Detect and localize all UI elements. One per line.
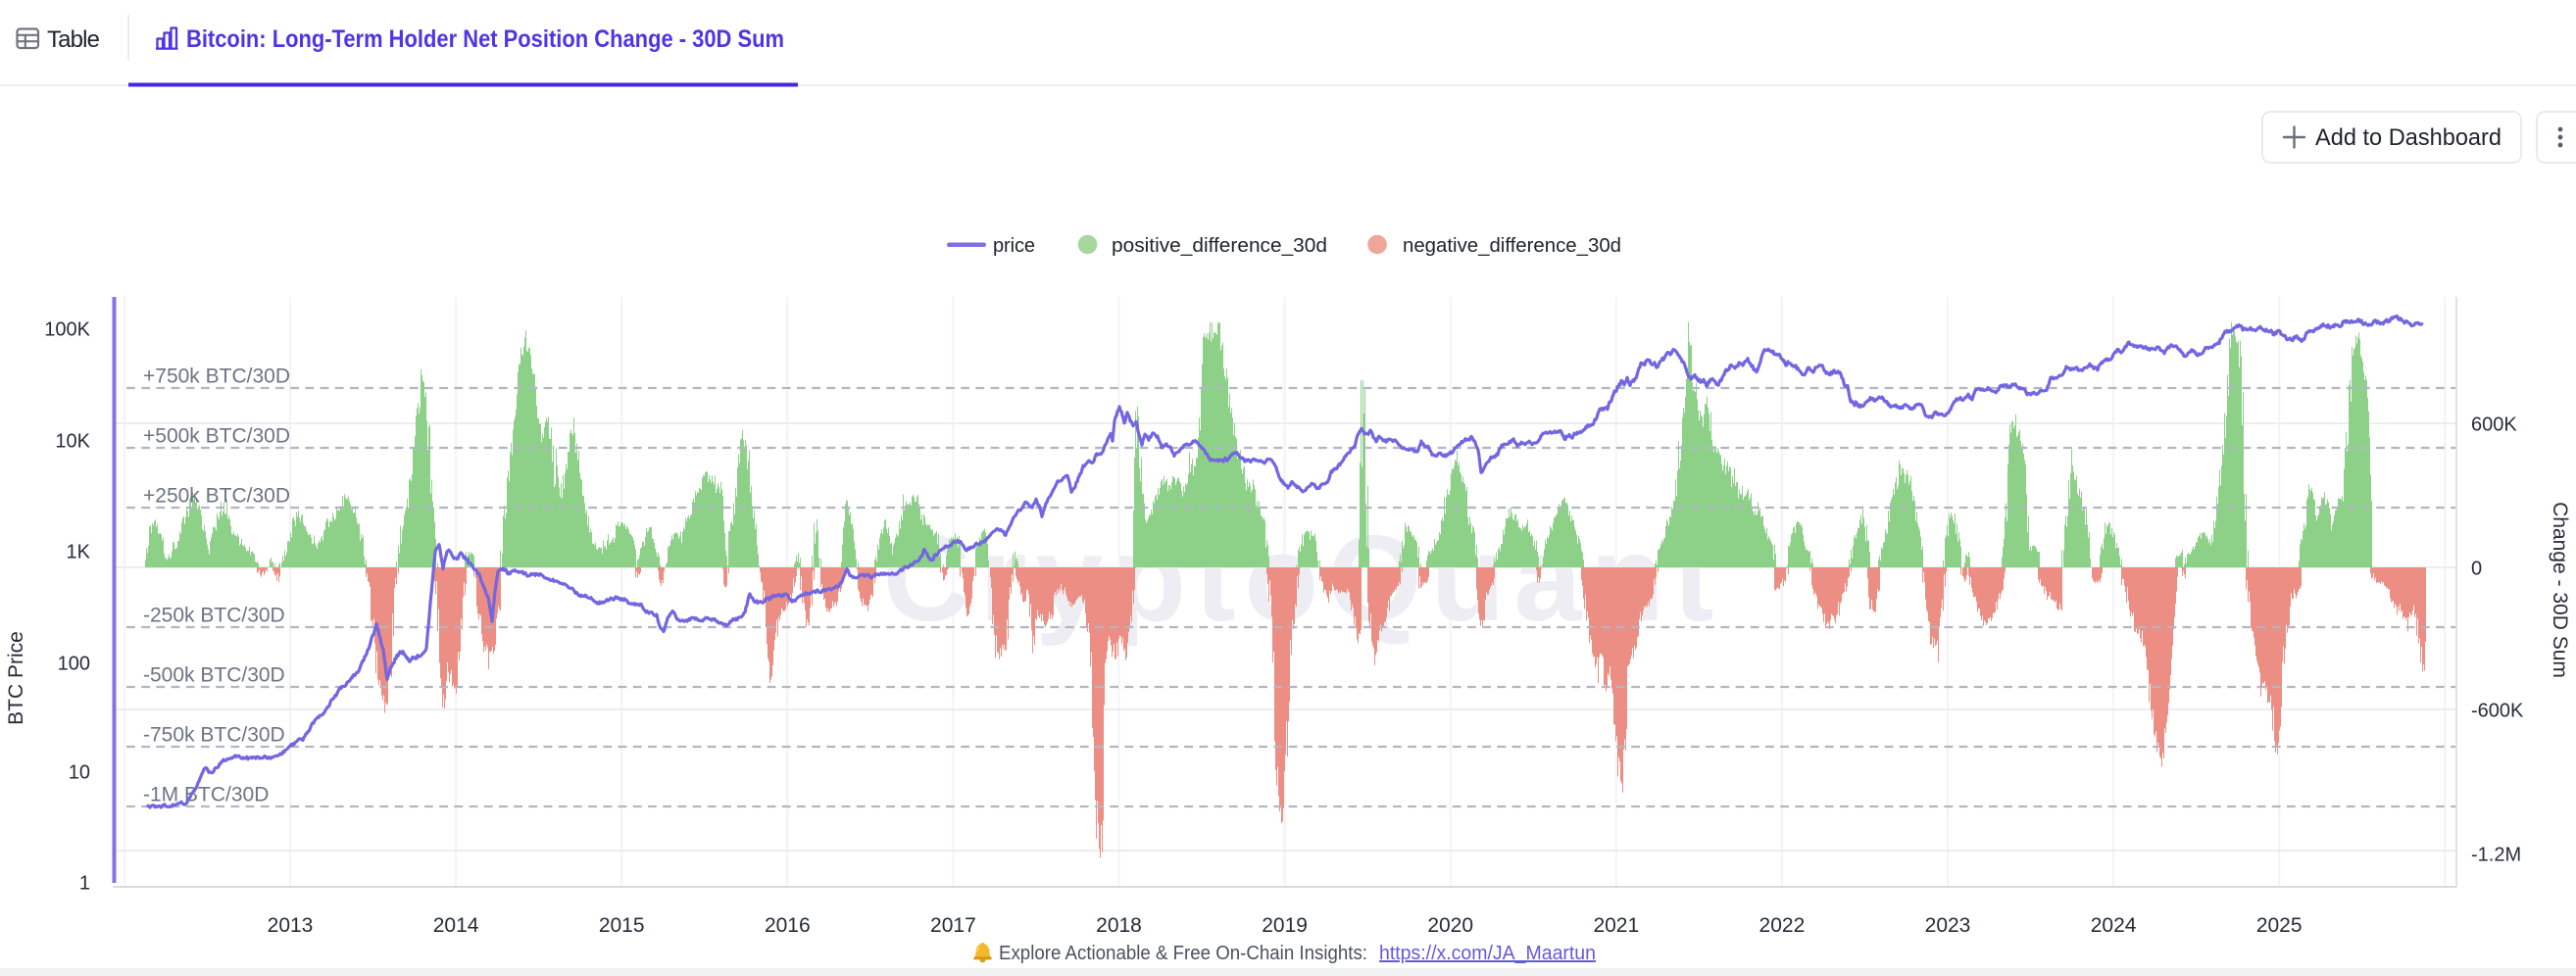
svg-text:+250k BTC/30D: +250k BTC/30D — [143, 485, 290, 508]
svg-text:2022: 2022 — [1759, 914, 1806, 937]
svg-text:2021: 2021 — [1593, 914, 1639, 937]
svg-text:price: price — [993, 235, 1035, 257]
svg-text:Bitcoin: Long-Term Holder Net: Bitcoin: Long-Term Holder Net Position C… — [186, 25, 784, 53]
svg-text:0: 0 — [2471, 558, 2482, 579]
svg-text:1K: 1K — [67, 541, 91, 562]
svg-text:positive_difference_30d: positive_difference_30d — [1112, 235, 1327, 257]
svg-text:1: 1 — [79, 872, 90, 894]
svg-text:-1M BTC/30D: -1M BTC/30D — [143, 784, 269, 806]
svg-text:2013: 2013 — [268, 914, 314, 937]
svg-text:2015: 2015 — [599, 914, 645, 937]
svg-text:Change - 30D Sum: Change - 30D Sum — [2549, 502, 2571, 678]
svg-text:BTC Price: BTC Price — [5, 631, 27, 725]
svg-text:10: 10 — [69, 761, 90, 783]
svg-text:2025: 2025 — [2256, 914, 2303, 937]
svg-text:https://x.com/JA_Maartun: https://x.com/JA_Maartun — [1379, 943, 1596, 964]
svg-text:-500k BTC/30D: -500k BTC/30D — [143, 664, 285, 687]
svg-text:2020: 2020 — [1427, 914, 1473, 937]
svg-text:Explore Actionable & Free On-C: Explore Actionable & Free On-Chain Insig… — [999, 943, 1367, 964]
svg-text:negative_difference_30d: negative_difference_30d — [1403, 235, 1621, 257]
svg-text:-1.2M: -1.2M — [2471, 844, 2521, 865]
svg-text:2024: 2024 — [2091, 914, 2137, 937]
svg-text:+750k BTC/30D: +750k BTC/30D — [143, 366, 290, 388]
svg-text:100K: 100K — [44, 318, 90, 340]
svg-text:2023: 2023 — [1925, 914, 1971, 937]
svg-text:Table: Table — [47, 26, 100, 53]
svg-text:2017: 2017 — [930, 914, 976, 937]
svg-text:2016: 2016 — [765, 914, 811, 937]
svg-text:100: 100 — [58, 653, 90, 674]
svg-text:2019: 2019 — [1262, 914, 1308, 937]
svg-text:600K: 600K — [2471, 414, 2517, 435]
svg-text:-600K: -600K — [2471, 700, 2524, 721]
svg-text:Add to Dashboard: Add to Dashboard — [2315, 124, 2502, 151]
svg-text:+500k BTC/30D: +500k BTC/30D — [143, 425, 290, 448]
svg-text:10K: 10K — [55, 430, 90, 452]
svg-text:2014: 2014 — [433, 914, 479, 937]
svg-text:-250k BTC/30D: -250k BTC/30D — [143, 605, 285, 627]
svg-text:2018: 2018 — [1096, 914, 1142, 937]
svg-text:-750k BTC/30D: -750k BTC/30D — [143, 724, 285, 747]
